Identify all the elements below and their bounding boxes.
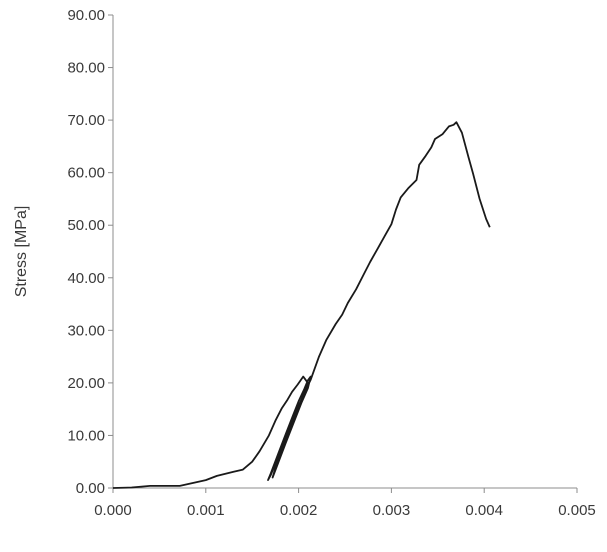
- y-axis-title: Stress [MPa]: [13, 206, 30, 298]
- y-tick-label: 60.00: [67, 165, 105, 182]
- y-tick-label: 90.00: [67, 7, 105, 24]
- x-tick-label: 0.000: [94, 502, 132, 519]
- y-tick-label: 30.00: [67, 322, 105, 339]
- y-tick-label: 50.00: [67, 217, 105, 234]
- x-tick-label: 0.005: [558, 502, 596, 519]
- y-tick-label: 0.00: [76, 480, 105, 497]
- y-tick-label: 10.00: [67, 427, 105, 444]
- y-tick-label: 40.00: [67, 270, 105, 287]
- x-tick-label: 0.004: [465, 502, 503, 519]
- stress-strain-curve: [112, 121, 491, 489]
- x-tick-label: 0.002: [280, 502, 318, 519]
- y-tick-label: 70.00: [67, 112, 105, 129]
- x-tick-label: 0.003: [373, 502, 411, 519]
- x-axis-ticks: 0.000 0.001 0.002 0.003 0.004 0.005: [94, 488, 596, 519]
- y-axis-ticks: 0.00 10.00 20.00 30.00 40.00 50.00 60.00 70.00 8…: [67, 7, 113, 497]
- y-tick-label: 80.00: [67, 60, 105, 77]
- x-tick-label: 0.001: [187, 502, 225, 519]
- y-tick-label: 20.00: [67, 375, 105, 392]
